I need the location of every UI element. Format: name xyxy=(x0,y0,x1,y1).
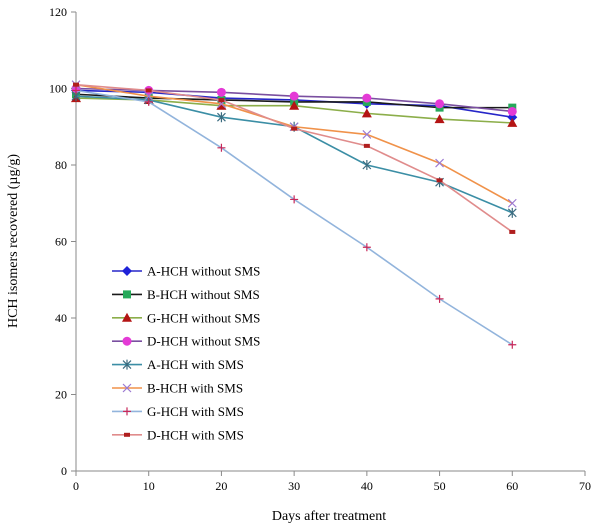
data-point xyxy=(509,229,516,234)
legend-label: G-HCH without SMS xyxy=(147,310,260,325)
legend-item: D-HCH with SMS xyxy=(112,427,244,442)
y-tick-label: 80 xyxy=(55,158,67,172)
data-point xyxy=(362,243,371,252)
data-point xyxy=(434,114,445,124)
data-point xyxy=(144,91,154,101)
data-point xyxy=(289,91,299,101)
legend-item: A-HCH with SMS xyxy=(112,357,244,372)
data-point xyxy=(361,108,372,118)
y-tick-label: 40 xyxy=(55,311,67,325)
data-point xyxy=(145,88,152,93)
x-axis-label: Days after treatment xyxy=(272,509,386,524)
data-point xyxy=(507,207,517,218)
axes: 0 20 40 60 80 100 120 0 10 20 30 40 50 60 70 xyxy=(49,5,591,493)
data-point xyxy=(362,93,372,103)
legend-swatch-marker xyxy=(123,407,131,416)
x-tick-label: 30 xyxy=(288,479,300,493)
legend-label: G-HCH with SMS xyxy=(147,404,244,419)
legend-label: B-HCH with SMS xyxy=(147,381,243,396)
data-point xyxy=(73,82,79,87)
series-g-hch-with-sms xyxy=(72,86,517,349)
legend-swatch-marker xyxy=(122,312,132,322)
data-point xyxy=(218,97,225,102)
legend-swatch-marker xyxy=(123,290,131,299)
legend-label: D-HCH without SMS xyxy=(147,334,260,349)
data-point xyxy=(290,195,299,204)
x-tick-label: 50 xyxy=(434,479,446,493)
data-point xyxy=(507,117,518,127)
legend-swatch-marker xyxy=(122,383,132,393)
data-point xyxy=(507,198,517,208)
legend-item: B-HCH without SMS xyxy=(112,287,260,302)
legend-swatch-marker xyxy=(122,266,132,276)
y-tick-label: 100 xyxy=(49,82,67,96)
data-point xyxy=(216,100,227,110)
data-point xyxy=(435,158,444,168)
legend-label: B-HCH without SMS xyxy=(147,287,260,302)
data-point xyxy=(508,340,517,349)
legend-swatch-marker xyxy=(124,432,130,437)
x-tick-label: 10 xyxy=(143,479,155,493)
data-point xyxy=(507,106,517,116)
y-tick-label: 0 xyxy=(61,464,67,478)
y-tick-label: 60 xyxy=(55,235,67,249)
x-tick-label: 60 xyxy=(506,479,518,493)
legend-swatch-marker xyxy=(122,359,132,370)
data-point xyxy=(291,126,298,131)
data-point xyxy=(362,160,372,170)
y-tick-label: 20 xyxy=(55,388,67,402)
series-layer xyxy=(71,80,518,349)
legend: A-HCH without SMS B-HCH without SMS G-HCH … xyxy=(112,264,260,442)
legend-item: A-HCH without SMS xyxy=(112,264,260,279)
y-axis-label: HCH isomers recovered (µg/g) xyxy=(6,154,21,328)
legend-item: G-HCH without SMS xyxy=(112,310,260,325)
data-point xyxy=(435,294,444,303)
data-point xyxy=(435,99,445,109)
x-tick-label: 0 xyxy=(73,479,79,493)
legend-item: B-HCH with SMS xyxy=(112,381,243,396)
data-point xyxy=(362,129,372,139)
data-point xyxy=(144,97,153,106)
legend-swatch-marker xyxy=(122,336,132,346)
legend-item: G-HCH with SMS xyxy=(112,404,244,419)
legend-label: A-HCH with SMS xyxy=(147,357,244,372)
legend-label: A-HCH without SMS xyxy=(147,264,260,279)
data-point xyxy=(436,178,443,183)
legend-label: D-HCH with SMS xyxy=(147,427,244,442)
series-line xyxy=(75,95,513,214)
data-point xyxy=(363,143,370,148)
data-point xyxy=(216,87,226,97)
data-point xyxy=(217,112,226,123)
data-point xyxy=(217,143,226,152)
data-point xyxy=(72,86,80,95)
x-tick-label: 40 xyxy=(361,479,373,493)
y-tick-label: 120 xyxy=(49,5,67,19)
data-point xyxy=(289,100,300,110)
series-d-hch-with-sms xyxy=(73,82,516,234)
legend-item: D-HCH without SMS xyxy=(112,334,260,349)
x-tick-label: 20 xyxy=(215,479,227,493)
x-tick-label: 70 xyxy=(579,479,591,493)
